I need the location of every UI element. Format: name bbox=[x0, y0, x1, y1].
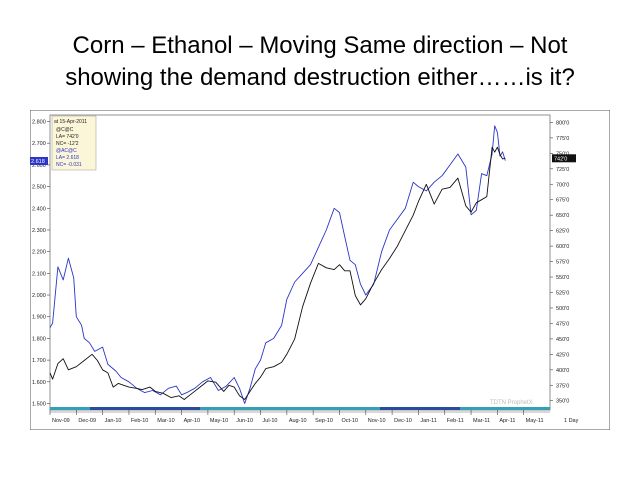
left-tick-label: 2.300 bbox=[32, 228, 46, 234]
x-tick-label: May-10 bbox=[210, 418, 228, 424]
right-tick-label: 675'0 bbox=[556, 198, 569, 204]
left-tick-label: 1.700 bbox=[32, 358, 46, 364]
x-tick-label: Feb-11 bbox=[447, 418, 464, 424]
legend-entry: @C@C bbox=[56, 127, 74, 133]
slide-title: Corn – Ethanol – Moving Same direction –… bbox=[20, 30, 620, 94]
right-tick-label: 600'0 bbox=[556, 244, 569, 250]
price-chart: 2.800 2.700 2.600 2.500 2.400 2.300 2.200 2.100… bbox=[30, 110, 610, 430]
volume-band bbox=[50, 407, 550, 410]
x-tick-label: Jan-10 bbox=[105, 418, 122, 424]
x-tick-label: Oct-10 bbox=[341, 418, 358, 424]
right-tick-label: 350'0 bbox=[556, 399, 569, 405]
x-tick-label: Nov-09 bbox=[52, 418, 70, 424]
left-tick-label: 2.100 bbox=[32, 271, 46, 277]
left-tick-label: 1.900 bbox=[32, 315, 46, 321]
right-tick-label: 625'0 bbox=[556, 229, 569, 235]
right-tick-label: 800'0 bbox=[556, 120, 569, 126]
legend-entry: NC= -0.031 bbox=[56, 162, 82, 168]
right-tick-label: 650'0 bbox=[556, 213, 569, 219]
legend-entry: LA= 2.618 bbox=[56, 155, 79, 161]
x-tick-label: Sep-10 bbox=[315, 418, 333, 424]
left-tick-label: 2.600 bbox=[32, 163, 46, 169]
left-tick-label: 1.800 bbox=[32, 336, 46, 342]
legend-entry: LA= 742'0 bbox=[56, 134, 79, 140]
x-tick-label: Jul-10 bbox=[263, 418, 278, 424]
right-tick-label: 550'0 bbox=[556, 275, 569, 281]
volume-band-dark bbox=[90, 407, 200, 410]
x-tick-label: Aug-10 bbox=[289, 418, 307, 424]
legend-entry: NC= -12'2 bbox=[56, 141, 79, 147]
right-last-value-badge bbox=[552, 154, 576, 163]
left-tick-label: 2.000 bbox=[32, 293, 46, 299]
right-tick-label: 575'0 bbox=[556, 260, 569, 266]
right-tick-label: 475'0 bbox=[556, 321, 569, 327]
x-tick-label: Dec-09 bbox=[78, 418, 96, 424]
left-tick-label: 2.500 bbox=[32, 185, 46, 191]
right-tick-label: 725'0 bbox=[556, 167, 569, 173]
x-tick-label: Jan-11 bbox=[420, 418, 436, 424]
watermark: TDTN ProphetX bbox=[490, 400, 533, 406]
x-tick-label: Nov-10 bbox=[368, 418, 386, 424]
left-last-value-text: 2.618 bbox=[31, 159, 45, 165]
right-tick-label: 775'0 bbox=[556, 136, 569, 142]
plot-area bbox=[49, 114, 551, 411]
volume-band-dark bbox=[380, 407, 460, 410]
period-label: 1 Day bbox=[564, 418, 579, 424]
ethanol-price-line bbox=[49, 125, 506, 404]
right-last-value-text: 742'0 bbox=[554, 156, 567, 162]
x-tick-label: Jun-10 bbox=[236, 418, 253, 424]
x-tick-label: Apr-10 bbox=[184, 418, 201, 424]
left-last-value-badge bbox=[30, 156, 48, 165]
x-tick-label: Dec-10 bbox=[394, 418, 412, 424]
x-tick-label: Mar-11 bbox=[473, 418, 490, 424]
x-tick-label: Mar-10 bbox=[157, 418, 174, 424]
left-tick-label: 1.600 bbox=[32, 380, 46, 386]
right-tick-label: 425'0 bbox=[556, 352, 569, 358]
legend-entry: @AC@C bbox=[56, 148, 77, 154]
left-tick-label: 2.700 bbox=[32, 141, 46, 147]
corn-price-line bbox=[49, 146, 506, 400]
slide-title-line-1: Corn – Ethanol – Moving Same direction –… bbox=[72, 32, 568, 59]
right-tick-label: 450'0 bbox=[556, 337, 569, 343]
right-tick-label: 500'0 bbox=[556, 306, 569, 312]
x-tick-label: Apr-11 bbox=[499, 418, 515, 424]
left-tick-label: 1.500 bbox=[32, 401, 46, 407]
right-tick-label: 375'0 bbox=[556, 383, 569, 389]
x-tick-label: Feb-10 bbox=[131, 418, 148, 424]
slide-title-line-2: showing the demand destruction either……i… bbox=[65, 64, 575, 91]
x-tick-label: May-11 bbox=[526, 418, 544, 424]
left-tick-label: 2.800 bbox=[32, 120, 46, 126]
right-tick-label: 700'0 bbox=[556, 182, 569, 188]
right-tick-label: 525'0 bbox=[556, 290, 569, 296]
right-tick-label: 400'0 bbox=[556, 368, 569, 374]
left-tick-label: 2.400 bbox=[32, 206, 46, 212]
legend-box bbox=[51, 115, 97, 171]
left-tick-label: 2.200 bbox=[32, 250, 46, 256]
legend-date: at 15-Apr-2011 bbox=[54, 119, 87, 125]
